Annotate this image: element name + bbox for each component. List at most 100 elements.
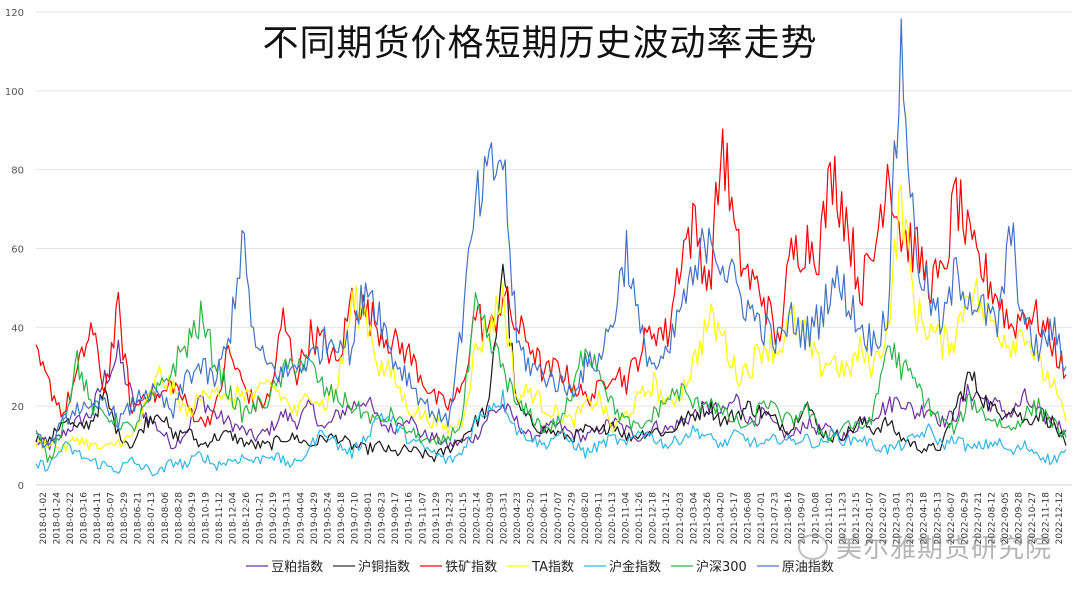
svg-text:2022-07-21: 2022-07-21 [974, 492, 984, 544]
svg-text:100: 100 [5, 87, 24, 98]
svg-text:2019-08-01: 2019-08-01 [364, 492, 374, 544]
svg-text:2018-06-21: 2018-06-21 [134, 492, 144, 544]
svg-text:2019-01-21: 2019-01-21 [256, 492, 266, 544]
legend-label: 豆粕指数 [271, 560, 324, 575]
svg-text:2021-11-01: 2021-11-01 [825, 492, 835, 544]
series-line [35, 184, 1067, 453]
legend-item-crude-oil[interactable]: 原油指数 [756, 556, 834, 575]
svg-text:2018-11-12: 2018-11-12 [215, 492, 225, 544]
legend-label: TA指数 [532, 560, 574, 575]
svg-text:2018-01-24: 2018-01-24 [52, 492, 62, 545]
svg-text:2020-12-18: 2020-12-18 [649, 492, 659, 545]
svg-text:2022-09-05: 2022-09-05 [1001, 492, 1011, 544]
svg-text:2020-08-20: 2020-08-20 [581, 492, 591, 545]
svg-text:2019-02-19: 2019-02-19 [269, 492, 279, 545]
svg-text:2019-03-13: 2019-03-13 [283, 492, 293, 544]
svg-text:2018-09-19: 2018-09-19 [188, 492, 198, 545]
chart-legend: 豆粕指数 沪铜指数 铁矿指数 TA指数 沪金指数 沪深300 原油指数 [0, 556, 1080, 575]
svg-text:2021-10-08: 2021-10-08 [811, 492, 821, 545]
legend-item-pta[interactable]: TA指数 [507, 556, 574, 575]
svg-text:2022-03-01: 2022-03-01 [893, 492, 903, 544]
legend-item-iron-ore[interactable]: 铁矿指数 [420, 556, 497, 575]
series-line [35, 339, 1067, 451]
svg-text:2020-03-09: 2020-03-09 [486, 492, 496, 545]
watermark-text: 美尔雅期货研究院 [836, 534, 1053, 564]
svg-text:2018-08-28: 2018-08-28 [174, 492, 184, 545]
chart-title: 不同期货价格短期历史波动率走势 [262, 23, 818, 64]
svg-text:2021-08-16: 2021-08-16 [784, 492, 794, 545]
svg-text:2018-07-13: 2018-07-13 [147, 492, 157, 544]
svg-text:2022-06-29: 2022-06-29 [960, 492, 970, 545]
legend-label: 沪金指数 [609, 560, 662, 575]
legend-label: 沪铜指数 [358, 560, 411, 575]
svg-text:2018-04-11: 2018-04-11 [93, 492, 103, 544]
svg-text:120: 120 [5, 8, 24, 19]
svg-text:2019-04-29: 2019-04-29 [310, 492, 320, 545]
legend-item-gold[interactable]: 沪金指数 [584, 556, 661, 575]
svg-text:2018-10-19: 2018-10-19 [201, 492, 211, 545]
svg-text:2022-01-07: 2022-01-07 [865, 492, 875, 544]
series-line [35, 263, 1067, 463]
legend-item-copper[interactable]: 沪铜指数 [333, 556, 410, 575]
legend-item-soymeal[interactable]: 豆粕指数 [246, 556, 323, 575]
svg-text:2021-03-26: 2021-03-26 [703, 492, 713, 545]
svg-text:2020-11-04: 2020-11-04 [622, 492, 632, 545]
svg-text:40: 40 [11, 323, 24, 334]
svg-text:2022-09-28: 2022-09-28 [1015, 492, 1025, 545]
svg-text:2020-11-26: 2020-11-26 [635, 492, 645, 545]
series-line [35, 389, 1067, 477]
svg-text:2019-04-04: 2019-04-04 [296, 492, 306, 545]
svg-text:20: 20 [11, 402, 24, 413]
svg-text:2018-05-29: 2018-05-29 [120, 492, 130, 545]
svg-text:80: 80 [11, 166, 24, 177]
y-axis-ticks: 0 20 40 60 80 100 120 [5, 8, 24, 492]
svg-text:2020-10-13: 2020-10-13 [608, 492, 618, 544]
series-line [35, 292, 1067, 463]
watermark: 美尔雅期货研究院 [798, 528, 1052, 565]
svg-text:2019-11-29: 2019-11-29 [432, 492, 442, 545]
svg-text:2021-05-17: 2021-05-17 [730, 492, 740, 544]
svg-text:2019-11-07: 2019-11-07 [418, 492, 428, 544]
wechat-icon [798, 533, 828, 560]
svg-text:2020-03-31: 2020-03-31 [500, 492, 510, 544]
series-line [35, 128, 1067, 428]
legend-swatch-icon [671, 564, 694, 567]
svg-text:2022-06-07: 2022-06-07 [947, 492, 957, 544]
svg-text:2022-10-27: 2022-10-27 [1028, 492, 1038, 544]
svg-text:2018-12-04: 2018-12-04 [229, 492, 239, 545]
svg-text:2019-10-16: 2019-10-16 [405, 492, 415, 545]
series-lines [35, 18, 1067, 477]
legend-swatch-icon [246, 564, 269, 567]
svg-text:2021-11-23: 2021-11-23 [838, 492, 848, 544]
legend-label: 铁矿指数 [445, 560, 498, 575]
series-line [35, 18, 1067, 449]
svg-text:2020-02-14: 2020-02-14 [472, 492, 482, 545]
svg-text:2020-09-11: 2020-09-11 [594, 492, 604, 544]
svg-text:2020-07-29: 2020-07-29 [567, 492, 577, 545]
svg-text:2021-02-03: 2021-02-03 [676, 492, 686, 544]
legend-label: 原油指数 [781, 560, 834, 575]
svg-text:2018-02-22: 2018-02-22 [66, 492, 76, 544]
svg-text:2021-01-12: 2021-01-12 [662, 492, 672, 544]
svg-text:2018-08-06: 2018-08-06 [161, 492, 171, 545]
svg-text:2021-09-07: 2021-09-07 [798, 492, 808, 544]
svg-text:2019-06-18: 2019-06-18 [337, 492, 347, 545]
svg-text:2022-04-18: 2022-04-18 [920, 492, 930, 545]
svg-text:60: 60 [11, 245, 24, 256]
svg-text:2019-12-23: 2019-12-23 [445, 492, 455, 544]
svg-text:2021-06-08: 2021-06-08 [744, 492, 754, 545]
svg-text:2021-07-23: 2021-07-23 [771, 492, 781, 544]
svg-text:2019-07-10: 2019-07-10 [350, 492, 360, 545]
svg-text:0: 0 [18, 481, 24, 492]
legend-item-csi300[interactable]: 沪深300 [671, 556, 747, 575]
legend-swatch-icon [584, 564, 606, 567]
svg-text:2022-02-07: 2022-02-07 [879, 492, 889, 544]
legend-swatch-icon [333, 564, 356, 567]
svg-text:2020-07-07: 2020-07-07 [554, 492, 564, 544]
svg-text:2022-12-12: 2022-12-12 [1055, 492, 1065, 544]
svg-text:2021-12-15: 2021-12-15 [852, 492, 862, 544]
svg-text:2020-04-23: 2020-04-23 [513, 492, 523, 544]
svg-text:2019-08-23: 2019-08-23 [378, 492, 388, 544]
svg-text:2019-09-17: 2019-09-17 [391, 492, 401, 544]
